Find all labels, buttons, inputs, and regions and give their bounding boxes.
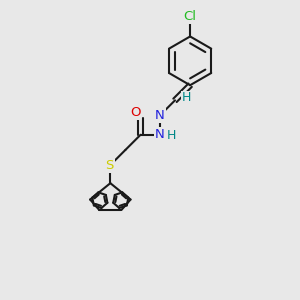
Text: S: S [106, 159, 114, 172]
Text: N: N [155, 128, 165, 141]
Text: H: H [167, 129, 176, 142]
Text: O: O [130, 106, 140, 119]
Text: H: H [182, 92, 191, 104]
Text: Cl: Cl [184, 10, 196, 23]
Text: N: N [155, 109, 165, 122]
